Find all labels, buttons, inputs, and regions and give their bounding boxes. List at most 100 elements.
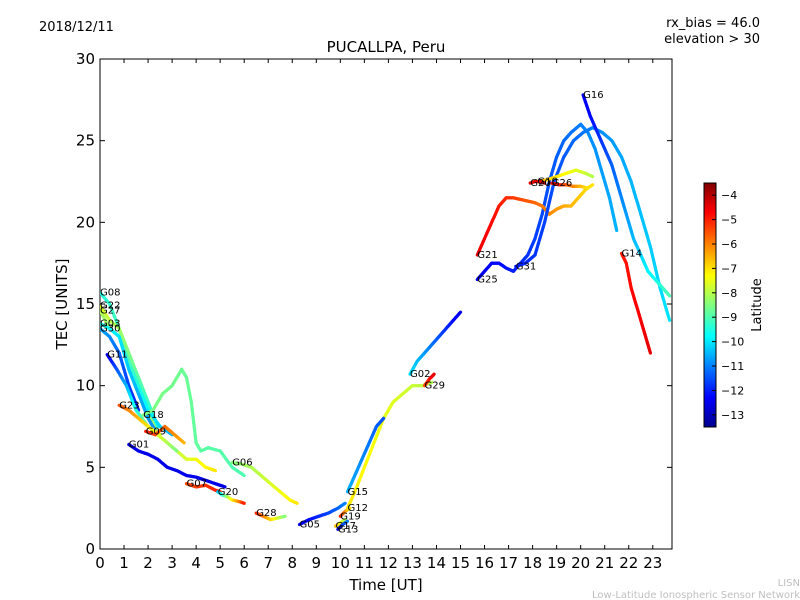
- series-label: G10: [537, 177, 557, 188]
- y-tick-label: 0: [85, 540, 95, 558]
- series-segment: [666, 313, 672, 322]
- series-label: G20: [530, 178, 550, 189]
- series-segment: [180, 439, 186, 445]
- series-g20: [216, 490, 246, 505]
- series-label: G15: [348, 487, 368, 498]
- colorbar-tick-label: −7: [721, 262, 737, 275]
- series-label: G27: [100, 306, 120, 317]
- colorbar-label: Latitude: [750, 278, 765, 332]
- series-g07: [184, 482, 222, 494]
- x-tick-label: 10: [331, 554, 350, 572]
- series-label: G05: [300, 520, 320, 531]
- colorbar-ticks: −4 −5 −6 −7 −8 −9 −10 −11 −12 −13: [712, 189, 744, 422]
- plot-area: [99, 58, 673, 550]
- y-tick-label: 25: [76, 132, 95, 150]
- series-segment: [221, 484, 227, 489]
- x-tick-label: 13: [403, 554, 422, 572]
- series-segment: [294, 501, 299, 505]
- series-g13: [336, 519, 350, 532]
- series-g26: [550, 181, 590, 190]
- series-g28: [254, 511, 287, 522]
- series-segment: [168, 431, 174, 437]
- series-label: G30: [100, 324, 120, 335]
- series-g16: [581, 93, 672, 298]
- series-g01: [127, 442, 227, 489]
- y-tick-label: 10: [76, 377, 95, 395]
- series-segment: [212, 468, 217, 473]
- series-segment: [647, 348, 653, 355]
- series-label: G14: [622, 248, 642, 259]
- x-tick-label: 6: [239, 554, 249, 572]
- x-tick-label: 0: [95, 554, 105, 572]
- x-tick-label: 1: [119, 554, 129, 572]
- series-label: G02: [410, 369, 430, 380]
- x-tick-label: 5: [215, 554, 225, 572]
- series-segment: [431, 372, 436, 377]
- series-g23: [117, 403, 179, 453]
- x-tick-label: 18: [523, 554, 542, 572]
- colorbar-tick-label: −8: [721, 287, 737, 300]
- colorbar-tick-label: −10: [721, 336, 744, 349]
- colorbar-tick-label: −13: [721, 409, 744, 422]
- series-label: G19: [340, 511, 360, 522]
- chart-title: PUCALLPA, Peru: [327, 38, 446, 56]
- series-g14: [619, 251, 653, 355]
- series-g30: [100, 326, 141, 412]
- colorbar-tick-label: −5: [721, 214, 737, 227]
- x-tick-label: 22: [619, 554, 638, 572]
- series-label: G07: [187, 479, 207, 490]
- series-g31: [514, 125, 672, 322]
- series-label: G03: [100, 319, 120, 330]
- series-g20: [528, 179, 547, 185]
- series-label: G12: [348, 503, 368, 514]
- colorbar-tick-label: −9: [721, 311, 737, 324]
- x-tick-label: 14: [427, 554, 446, 572]
- y-tick-label: 20: [76, 213, 95, 231]
- series-label: G08: [100, 288, 120, 299]
- series-g15: [345, 416, 386, 494]
- series-layer: [100, 93, 672, 532]
- series-label: G25: [477, 275, 497, 286]
- series-segment: [342, 517, 347, 522]
- elevation-label: elevation > 30: [664, 32, 760, 47]
- x-tick-label: 7: [263, 554, 273, 572]
- x-axis-label: Time [UT]: [348, 576, 422, 594]
- y-tick-label: 5: [85, 458, 95, 476]
- watermark-name: Low-Latitude Ionospheric Sensor Network: [592, 590, 800, 600]
- series-g02: [408, 310, 463, 376]
- series-segment: [135, 404, 141, 412]
- series-label: G20: [218, 487, 238, 498]
- series-segment: [345, 519, 350, 524]
- y-axis-ticks: 0 5 10 15 20 25 30: [76, 50, 672, 558]
- x-tick-label: 23: [643, 554, 662, 572]
- colorbar-tick-label: −12: [721, 384, 744, 397]
- series-label: G31: [516, 261, 536, 272]
- series-g17: [333, 517, 347, 528]
- x-tick-label: 21: [595, 554, 614, 572]
- series-label: G06: [232, 457, 252, 468]
- series-segment: [380, 416, 386, 422]
- series-label: G16: [583, 90, 603, 101]
- colorbar-tick-label: −6: [721, 238, 737, 251]
- series-label: G28: [256, 508, 276, 519]
- x-axis-ticks: 0 1 2 3 4 5 6 7 8 9 10 11 12 13 14 15 16 17 18 19 20 21 22 23: [95, 59, 662, 572]
- series-segment: [173, 448, 179, 453]
- series-segment: [428, 380, 434, 385]
- series-segment: [589, 183, 595, 188]
- series-label: G11: [107, 350, 127, 361]
- series-label: G18: [143, 410, 163, 421]
- x-tick-label: 16: [475, 554, 494, 572]
- series-segment: [347, 506, 352, 511]
- x-tick-label: 15: [451, 554, 470, 572]
- series-g03: [100, 322, 160, 437]
- series-g09: [144, 424, 186, 445]
- y-tick-label: 15: [76, 295, 95, 313]
- date-label: 2018/12/11: [39, 20, 114, 35]
- series-label: G21: [477, 250, 497, 261]
- series-segment: [342, 501, 347, 506]
- x-tick-label: 9: [312, 554, 322, 572]
- series-g21: [475, 183, 595, 257]
- x-tick-label: 8: [287, 554, 297, 572]
